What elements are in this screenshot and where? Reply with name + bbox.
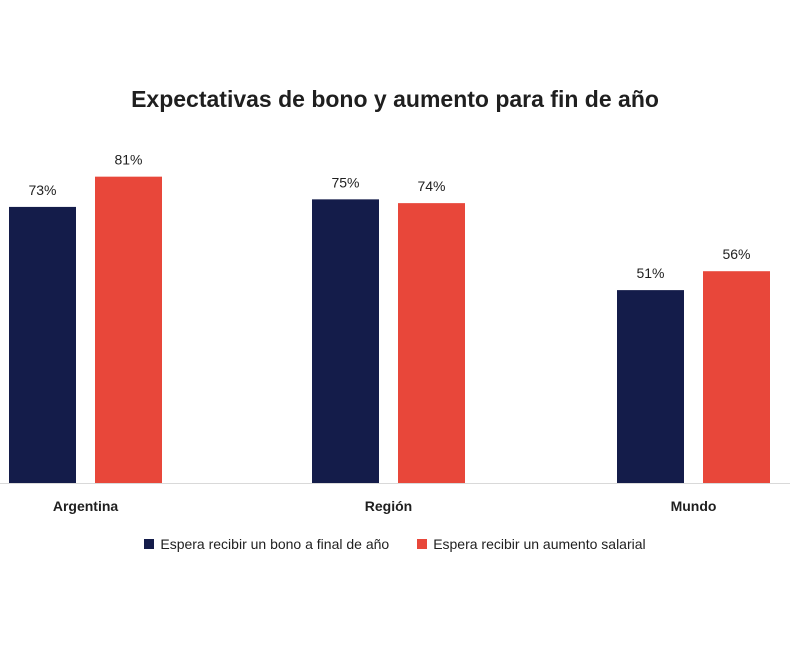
legend-swatch-aumento (417, 539, 428, 549)
category-label-0: Argentina (53, 498, 119, 514)
bar-0-1 (95, 176, 162, 483)
bar-1-1 (398, 203, 465, 483)
legend-label-bono: Espera recibir un bono a final de año (160, 536, 390, 552)
category-label-2: Mundo (671, 498, 717, 514)
category-label-1: Región (365, 498, 412, 514)
legend-item-aumento: Espera recibir un aumento salarial (417, 536, 646, 552)
chart-legend: Espera recibir un bono a final de año Es… (0, 536, 790, 552)
data-label-2-0: 51% (636, 265, 664, 281)
bar-2-0 (617, 290, 684, 483)
bar-1-0 (312, 199, 379, 483)
data-label-0-0: 73% (28, 182, 56, 198)
legend-label-aumento: Espera recibir un aumento salarial (433, 536, 646, 552)
legend-swatch-bono (144, 539, 155, 549)
chart-title: Expectativas de bono y aumento para fin … (131, 86, 659, 112)
data-label-1-1: 74% (417, 178, 445, 194)
data-label-0-1: 81% (114, 152, 142, 168)
bar-0-0 (9, 206, 76, 483)
bar-2-1 (703, 271, 770, 483)
data-label-1-0: 75% (331, 174, 359, 190)
data-label-2-1: 56% (722, 246, 750, 262)
legend-item-bono: Espera recibir un bono a final de año (144, 536, 389, 552)
